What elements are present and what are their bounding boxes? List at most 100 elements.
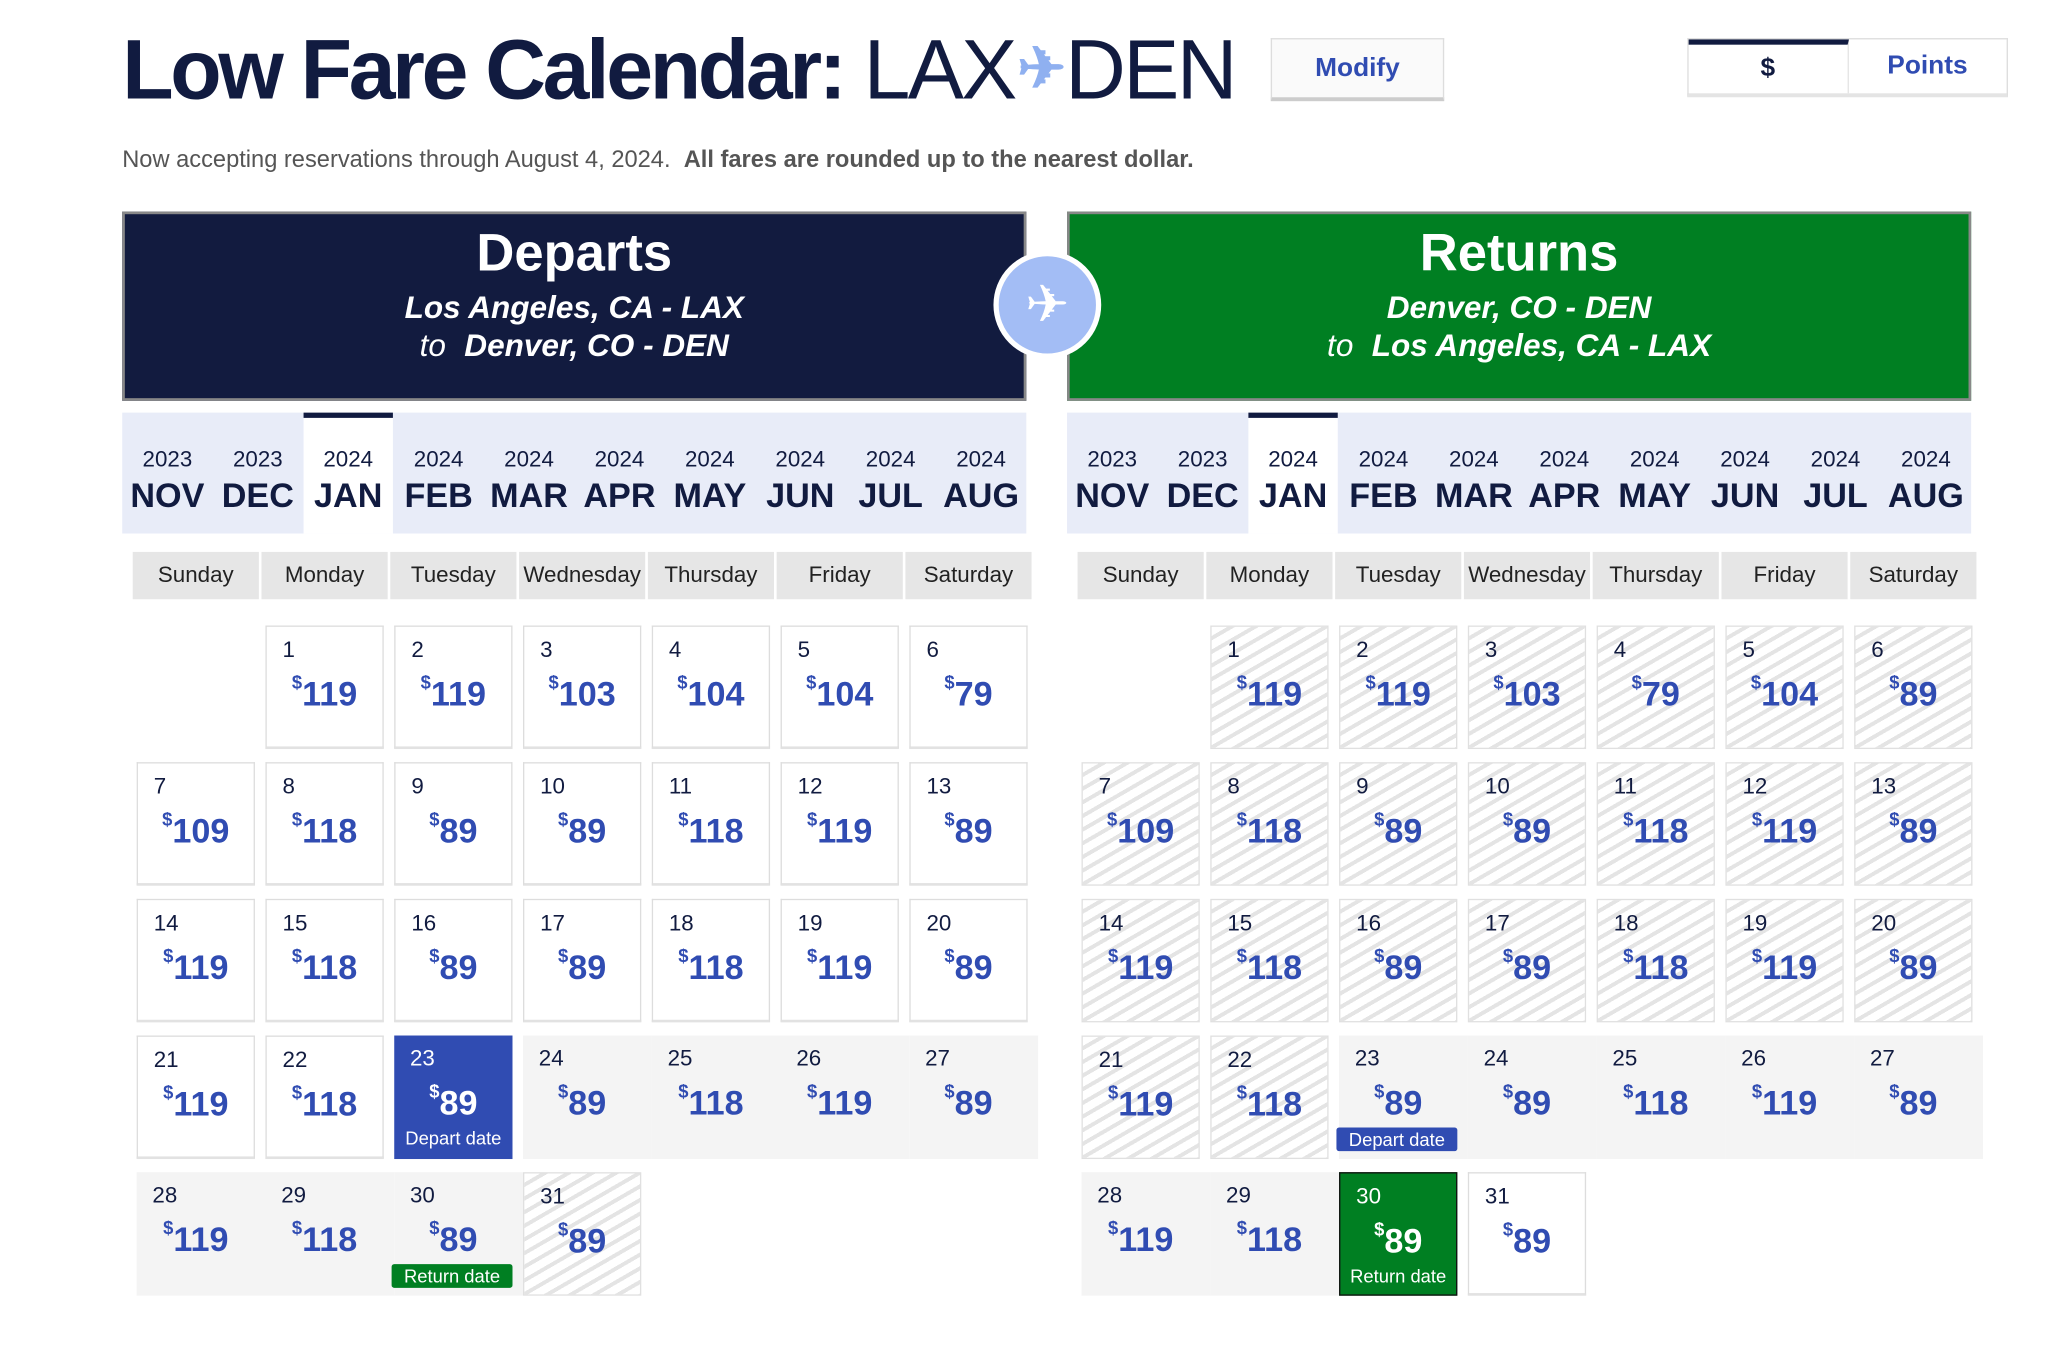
day-number: 27 (1869, 1046, 1895, 1071)
day-cell-20[interactable]: 20 $89 (909, 898, 1028, 1023)
day-slot: 24 $89 (523, 1035, 652, 1160)
day-cell-18[interactable]: 18 $118 (651, 898, 771, 1023)
month-tab-dec[interactable]: 2023 DEC (213, 413, 303, 534)
day-cell-31[interactable]: 31 $89 (1467, 1172, 1587, 1296)
day-cell-26[interactable]: 26 $119 (781, 1036, 899, 1160)
day-cell-11[interactable]: 11 $118 (651, 762, 771, 886)
month-tab-feb[interactable]: 2024 FEB (393, 413, 483, 534)
month-year: 2024 (775, 446, 826, 472)
day-number: 11 (668, 774, 693, 799)
fare-price: $89 (1340, 945, 1456, 988)
month-tab-may[interactable]: 2024 MAY (665, 413, 755, 534)
day-cell-8[interactable]: 8 $118 (265, 762, 384, 886)
fare-price: $79 (1598, 672, 1714, 715)
day-slot: 21 $119 (136, 1035, 266, 1160)
day-cell-25[interactable]: 25 $118 (652, 1036, 770, 1160)
month-tab-mar[interactable]: 2024 MAR (484, 413, 574, 534)
fare-price: $118 (1597, 1080, 1715, 1124)
day-cell-19[interactable]: 19 $119 (780, 898, 899, 1023)
day-cell-1[interactable]: 1 $119 (265, 625, 384, 750)
day-cell-17[interactable]: 17 $89 (523, 898, 642, 1023)
day-cell-22[interactable]: 22 $118 (265, 1035, 384, 1160)
day-cell-13: 13 $89 (1854, 762, 1973, 886)
day-cell-27[interactable]: 27 $89 (1854, 1036, 1972, 1160)
day-cell-28[interactable]: 28 $119 (137, 1172, 255, 1296)
month-tab-nov[interactable]: 2023 NOV (1067, 413, 1157, 534)
day-slot: 29 $118 (1210, 1172, 1340, 1296)
day-cell-28[interactable]: 28 $119 (1082, 1172, 1200, 1296)
month-tab-jan[interactable]: 2024 JAN (303, 412, 394, 534)
day-cell-10[interactable]: 10 $89 (523, 762, 642, 886)
month-tab-apr[interactable]: 2024 APR (574, 413, 664, 534)
fare-price: $89 (524, 1218, 640, 1262)
dollar-sign: $ (1374, 1218, 1385, 1240)
day-number: 5 (1742, 637, 1755, 663)
day-cell-5[interactable]: 5 $104 (780, 625, 899, 750)
month-tab-nov[interactable]: 2023 NOV (122, 413, 212, 534)
day-cell-23[interactable]: 23 $89 Depart date (394, 1035, 513, 1160)
month-year: 2024 (1358, 446, 1409, 472)
dollar-sign: $ (1374, 808, 1385, 830)
day-slot: 26 $119 (780, 1035, 910, 1160)
month-tab-may[interactable]: 2024 MAY (1609, 413, 1699, 534)
day-cell-14[interactable]: 14 $119 (136, 898, 255, 1023)
month-name: MAY (1618, 475, 1692, 516)
day-cell-25[interactable]: 25 $118 (1597, 1036, 1715, 1160)
day-cell-15[interactable]: 15 $118 (265, 898, 384, 1023)
day-cell-9: 9 $89 (1339, 762, 1458, 886)
day-cell-29[interactable]: 29 $118 (265, 1172, 383, 1296)
day-cell-6[interactable]: 6 $79 (909, 625, 1028, 750)
day-cell-13[interactable]: 13 $89 (909, 762, 1028, 886)
day-number: 10 (1484, 774, 1510, 799)
day-cell-16[interactable]: 16 $89 (394, 898, 513, 1023)
day-cell-24[interactable]: 24 $89 (523, 1036, 641, 1160)
modify-button[interactable]: Modify (1270, 38, 1445, 102)
day-cell-2[interactable]: 2 $119 (394, 625, 513, 750)
month-tab-jun[interactable]: 2024 JUN (755, 413, 845, 534)
currency-toggle: $ Points (1687, 38, 2008, 98)
day-cell-10: 10 $89 (1467, 762, 1587, 886)
day-cell-26[interactable]: 26 $119 (1725, 1036, 1843, 1160)
weekday-thursday: Thursday (647, 551, 775, 600)
month-tab-jan[interactable]: 2024 JAN (1247, 412, 1339, 534)
fare-value: 118 (1633, 810, 1689, 851)
weekday-monday: Monday (261, 551, 388, 600)
month-tab-jul[interactable]: 2024 JUL (1790, 413, 1880, 534)
month-tab-dec[interactable]: 2023 DEC (1157, 413, 1247, 534)
day-cell-12[interactable]: 12 $119 (780, 762, 899, 886)
fare-value: 89 (439, 810, 478, 851)
day-cell-30[interactable]: 30 $89 Return date (1339, 1172, 1458, 1296)
month-tab-aug[interactable]: 2024 AUG (1881, 413, 1971, 534)
day-number: 28 (1097, 1182, 1123, 1208)
day-slot: 20 $89 (909, 898, 1038, 1023)
day-cell-27[interactable]: 27 $89 (909, 1036, 1027, 1160)
day-cell-3[interactable]: 3 $103 (523, 625, 642, 750)
day-cell-21[interactable]: 21 $119 (136, 1035, 255, 1160)
fare-price: $89 (1856, 945, 1972, 988)
day-cell-9[interactable]: 9 $89 (394, 762, 513, 886)
month-tab-apr[interactable]: 2024 APR (1519, 413, 1609, 534)
day-number: 3 (1484, 637, 1498, 663)
day-cell-30[interactable]: 30 $89 Return date (391, 1172, 513, 1296)
day-cell-29[interactable]: 29 $118 (1210, 1172, 1328, 1296)
day-slot: 4 $79 (1596, 625, 1726, 750)
day-number: 6 (1871, 637, 1884, 663)
day-cell-23[interactable]: 23 $89 Depart date (1336, 1036, 1458, 1160)
day-cell-4[interactable]: 4 $104 (651, 625, 771, 750)
dollars-option[interactable]: $ (1688, 39, 1849, 94)
day-cell-24[interactable]: 24 $89 (1468, 1036, 1586, 1160)
day-number: 9 (1356, 774, 1369, 799)
month-tab-feb[interactable]: 2024 FEB (1338, 413, 1428, 534)
fare-price: $119 (782, 808, 898, 852)
points-option[interactable]: Points (1887, 51, 1968, 81)
day-slot: 21 $119 (1081, 1035, 1211, 1160)
month-tab-aug[interactable]: 2024 AUG (936, 413, 1026, 534)
day-cell-7[interactable]: 7 $109 (136, 762, 255, 886)
month-name: JAN (1258, 475, 1328, 516)
month-tab-jul[interactable]: 2024 JUL (845, 413, 935, 534)
fare-value: 118 (1633, 1082, 1689, 1123)
month-tab-mar[interactable]: 2024 MAR (1429, 413, 1519, 534)
returns-to: Los Angeles, CA - LAX (1371, 328, 1712, 365)
month-tab-jun[interactable]: 2024 JUN (1700, 413, 1790, 534)
month-year: 2024 (1720, 446, 1770, 472)
